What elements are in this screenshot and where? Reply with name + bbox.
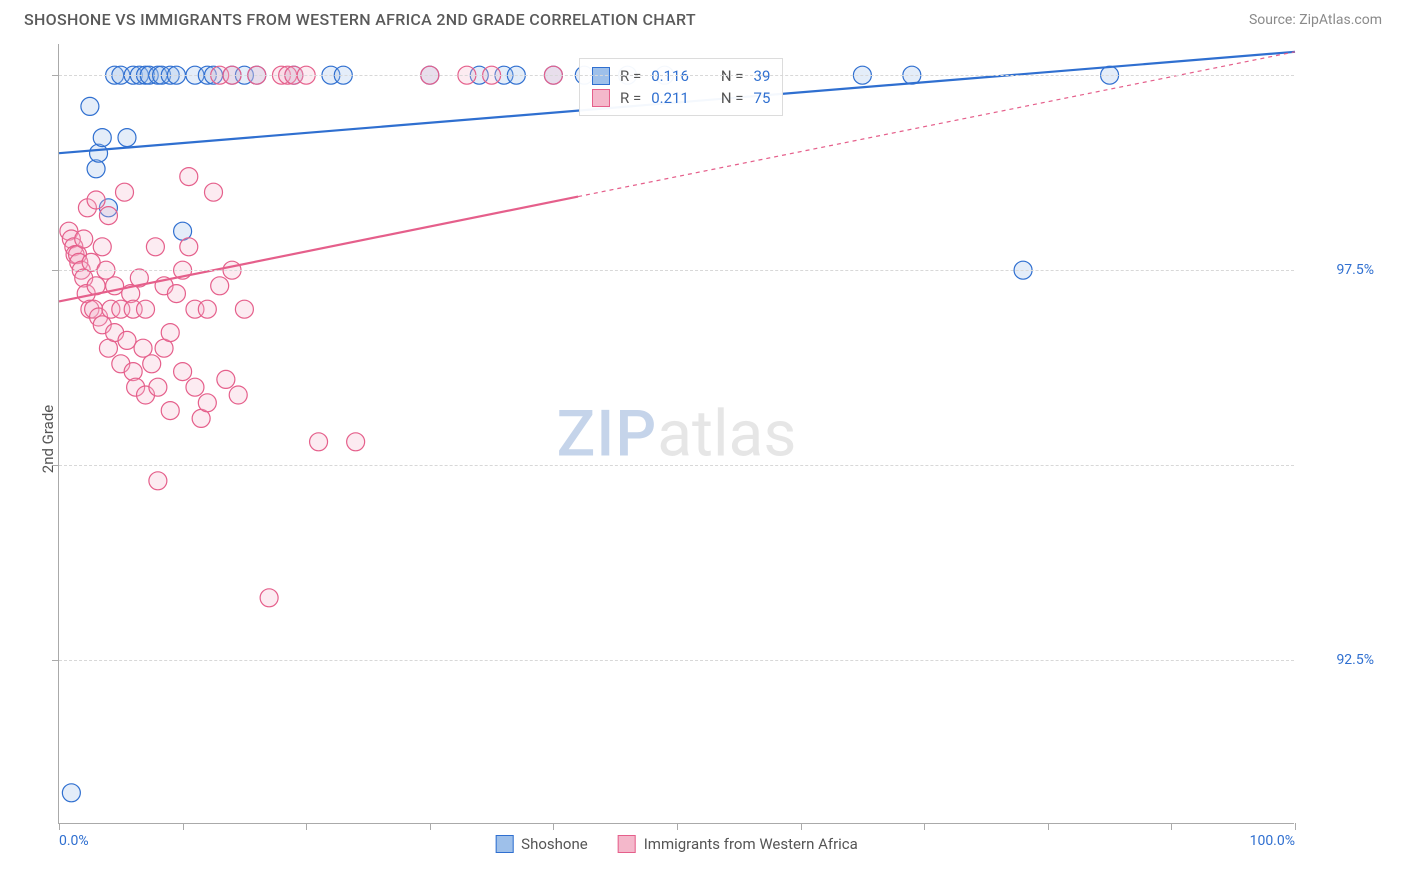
data-point [205, 183, 223, 201]
x-tick [677, 823, 678, 830]
chart-source: Source: ZipAtlas.com [1249, 12, 1382, 28]
data-point [198, 394, 216, 412]
data-point [87, 160, 105, 178]
x-tick [1171, 823, 1172, 830]
data-point [217, 370, 235, 388]
data-point [198, 300, 216, 318]
x-tick [553, 823, 554, 830]
plot-svg [59, 44, 1294, 823]
data-point [99, 207, 117, 225]
legend-item-shoshone: Shoshone [495, 835, 588, 853]
x-tick-label: 0.0% [59, 833, 89, 849]
data-point [87, 191, 105, 209]
swatch-icon [495, 835, 513, 853]
chart-container: 2nd Grade ZIPatlas R =0.116N =39R =0.211… [58, 44, 1382, 834]
legend-series: Shoshone Immigrants from Western Africa [495, 835, 858, 853]
data-point [229, 386, 247, 404]
y-tick [52, 270, 59, 271]
data-point [149, 378, 167, 396]
legend-label: Immigrants from Western Africa [644, 835, 858, 853]
x-tick [306, 823, 307, 830]
data-point [90, 144, 108, 162]
legend-n-label: N = [721, 89, 744, 107]
data-point [161, 324, 179, 342]
data-point [62, 784, 80, 802]
y-tick [52, 75, 59, 76]
data-point [180, 238, 198, 256]
data-point [161, 402, 179, 420]
y-tick [52, 465, 59, 466]
x-tick [924, 823, 925, 830]
data-point [180, 168, 198, 186]
data-point [310, 433, 328, 451]
data-point [149, 472, 167, 490]
trend-line [59, 197, 578, 302]
x-tick [1048, 823, 1049, 830]
data-point [118, 129, 136, 147]
legend-item-immigrants: Immigrants from Western Africa [618, 835, 858, 853]
y-axis-label: 2nd Grade [39, 405, 57, 473]
y-tick-label: 97.5% [1336, 262, 1374, 278]
y-tick [52, 660, 59, 661]
data-point [93, 129, 111, 147]
data-point [174, 363, 192, 381]
x-tick [801, 823, 802, 830]
x-tick [183, 823, 184, 830]
legend-row: R = 0.211 N = 75 [592, 87, 770, 109]
data-point [137, 300, 155, 318]
data-point [143, 355, 161, 373]
x-tick-label: 100.0% [1250, 833, 1295, 849]
y-tick-label: 92.5% [1336, 652, 1374, 668]
gridline [59, 75, 1294, 76]
data-point [75, 230, 93, 248]
data-point [186, 378, 204, 396]
legend-r-label: R = [620, 89, 641, 107]
data-point [118, 331, 136, 349]
data-point [347, 433, 365, 451]
data-point [93, 238, 111, 256]
gridline [59, 660, 1294, 661]
plot-area: ZIPatlas R =0.116N =39R =0.211N =75 Shos… [58, 44, 1294, 824]
legend-r-value: 0.211 [651, 89, 689, 107]
data-point [146, 238, 164, 256]
chart-title: SHOSHONE VS IMMIGRANTS FROM WESTERN AFRI… [24, 10, 696, 29]
data-point [260, 589, 278, 607]
data-point [124, 363, 142, 381]
x-tick [59, 823, 60, 830]
legend-label: Shoshone [521, 835, 588, 853]
gridline [59, 465, 1294, 466]
legend-correlation: R =0.116N =39R =0.211N =75 [579, 58, 783, 116]
data-point [167, 285, 185, 303]
swatch-icon [592, 89, 610, 107]
x-tick [430, 823, 431, 830]
x-tick [1295, 823, 1296, 830]
data-point [116, 183, 134, 201]
chart-header: SHOSHONE VS IMMIGRANTS FROM WESTERN AFRI… [0, 0, 1406, 35]
gridline [59, 270, 1294, 271]
data-point [235, 300, 253, 318]
legend-n-value: 75 [754, 89, 771, 107]
data-point [81, 97, 99, 115]
swatch-icon [618, 835, 636, 853]
data-point [211, 277, 229, 295]
